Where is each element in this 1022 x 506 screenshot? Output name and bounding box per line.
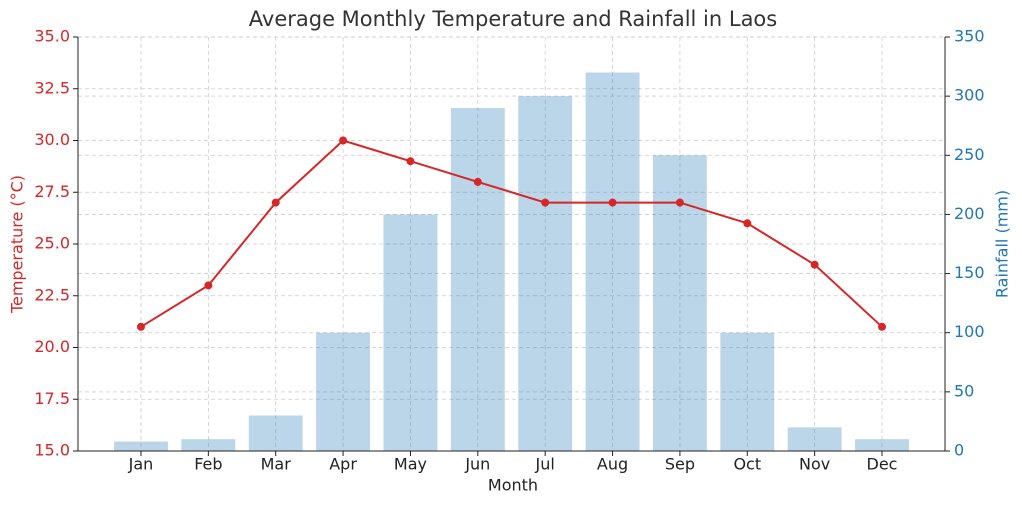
x-tick-label: Jan bbox=[128, 455, 154, 474]
bar bbox=[855, 439, 909, 451]
y-tick-label: 17.5 bbox=[34, 389, 70, 408]
bar bbox=[316, 332, 371, 451]
point bbox=[271, 198, 280, 207]
bar bbox=[450, 107, 505, 451]
bar bbox=[720, 332, 775, 451]
y-tick-label: 22.5 bbox=[34, 285, 70, 304]
y2-tick-label: 100 bbox=[954, 322, 985, 341]
x-axis-label: Month bbox=[488, 476, 538, 495]
y-tick-label: 15.0 bbox=[34, 441, 70, 460]
y2-tick-label: 350 bbox=[954, 27, 985, 46]
x-tick-label: Apr bbox=[329, 455, 357, 474]
x-tick-label: May bbox=[394, 455, 427, 474]
y2-axis-label: Rainfall (mm) bbox=[993, 190, 1012, 298]
x-tick-label: Nov bbox=[799, 455, 830, 474]
point bbox=[339, 136, 348, 145]
chart-title: Average Monthly Temperature and Rainfall… bbox=[249, 7, 777, 31]
x-tick-label: Feb bbox=[194, 455, 222, 474]
y-tick-label: 30.0 bbox=[34, 130, 70, 149]
x-tick-label: Aug bbox=[597, 455, 628, 474]
y2-tick-label: 200 bbox=[954, 204, 985, 223]
point bbox=[608, 198, 617, 207]
y-axis-label: Temperature (°C) bbox=[8, 175, 27, 314]
y2-tick-label: 150 bbox=[954, 263, 985, 282]
x-tick-label: Jun bbox=[464, 455, 490, 474]
y-tick-label: 27.5 bbox=[34, 182, 70, 201]
line bbox=[140, 139, 883, 328]
point bbox=[136, 322, 145, 331]
bar bbox=[787, 427, 842, 451]
y2-tick-label: 0 bbox=[954, 441, 964, 460]
point bbox=[204, 281, 213, 290]
bar bbox=[383, 214, 438, 451]
x-tick-label: Jul bbox=[535, 455, 555, 474]
point bbox=[675, 198, 684, 207]
y-tick-label: 32.5 bbox=[34, 78, 70, 97]
point bbox=[810, 260, 819, 269]
point bbox=[878, 322, 887, 331]
bar bbox=[518, 96, 573, 452]
point bbox=[541, 198, 550, 207]
point bbox=[406, 157, 415, 166]
x-tick-label: Oct bbox=[733, 455, 761, 474]
point bbox=[743, 219, 752, 228]
x-tick-label: Sep bbox=[665, 455, 695, 474]
y-tick-label: 25.0 bbox=[34, 234, 70, 253]
bar bbox=[248, 415, 303, 451]
x-tick-label: Mar bbox=[261, 455, 292, 474]
y2-tick-label: 50 bbox=[954, 381, 974, 400]
y-tick-label: 35.0 bbox=[34, 27, 70, 46]
y2-tick-label: 250 bbox=[954, 145, 985, 164]
y2-tick-label: 300 bbox=[954, 86, 985, 105]
y-tick-label: 20.0 bbox=[34, 337, 70, 356]
x-tick-label: Dec bbox=[867, 455, 898, 474]
bar bbox=[585, 72, 640, 451]
bar bbox=[181, 439, 236, 451]
bar bbox=[114, 441, 168, 451]
point bbox=[473, 177, 482, 186]
